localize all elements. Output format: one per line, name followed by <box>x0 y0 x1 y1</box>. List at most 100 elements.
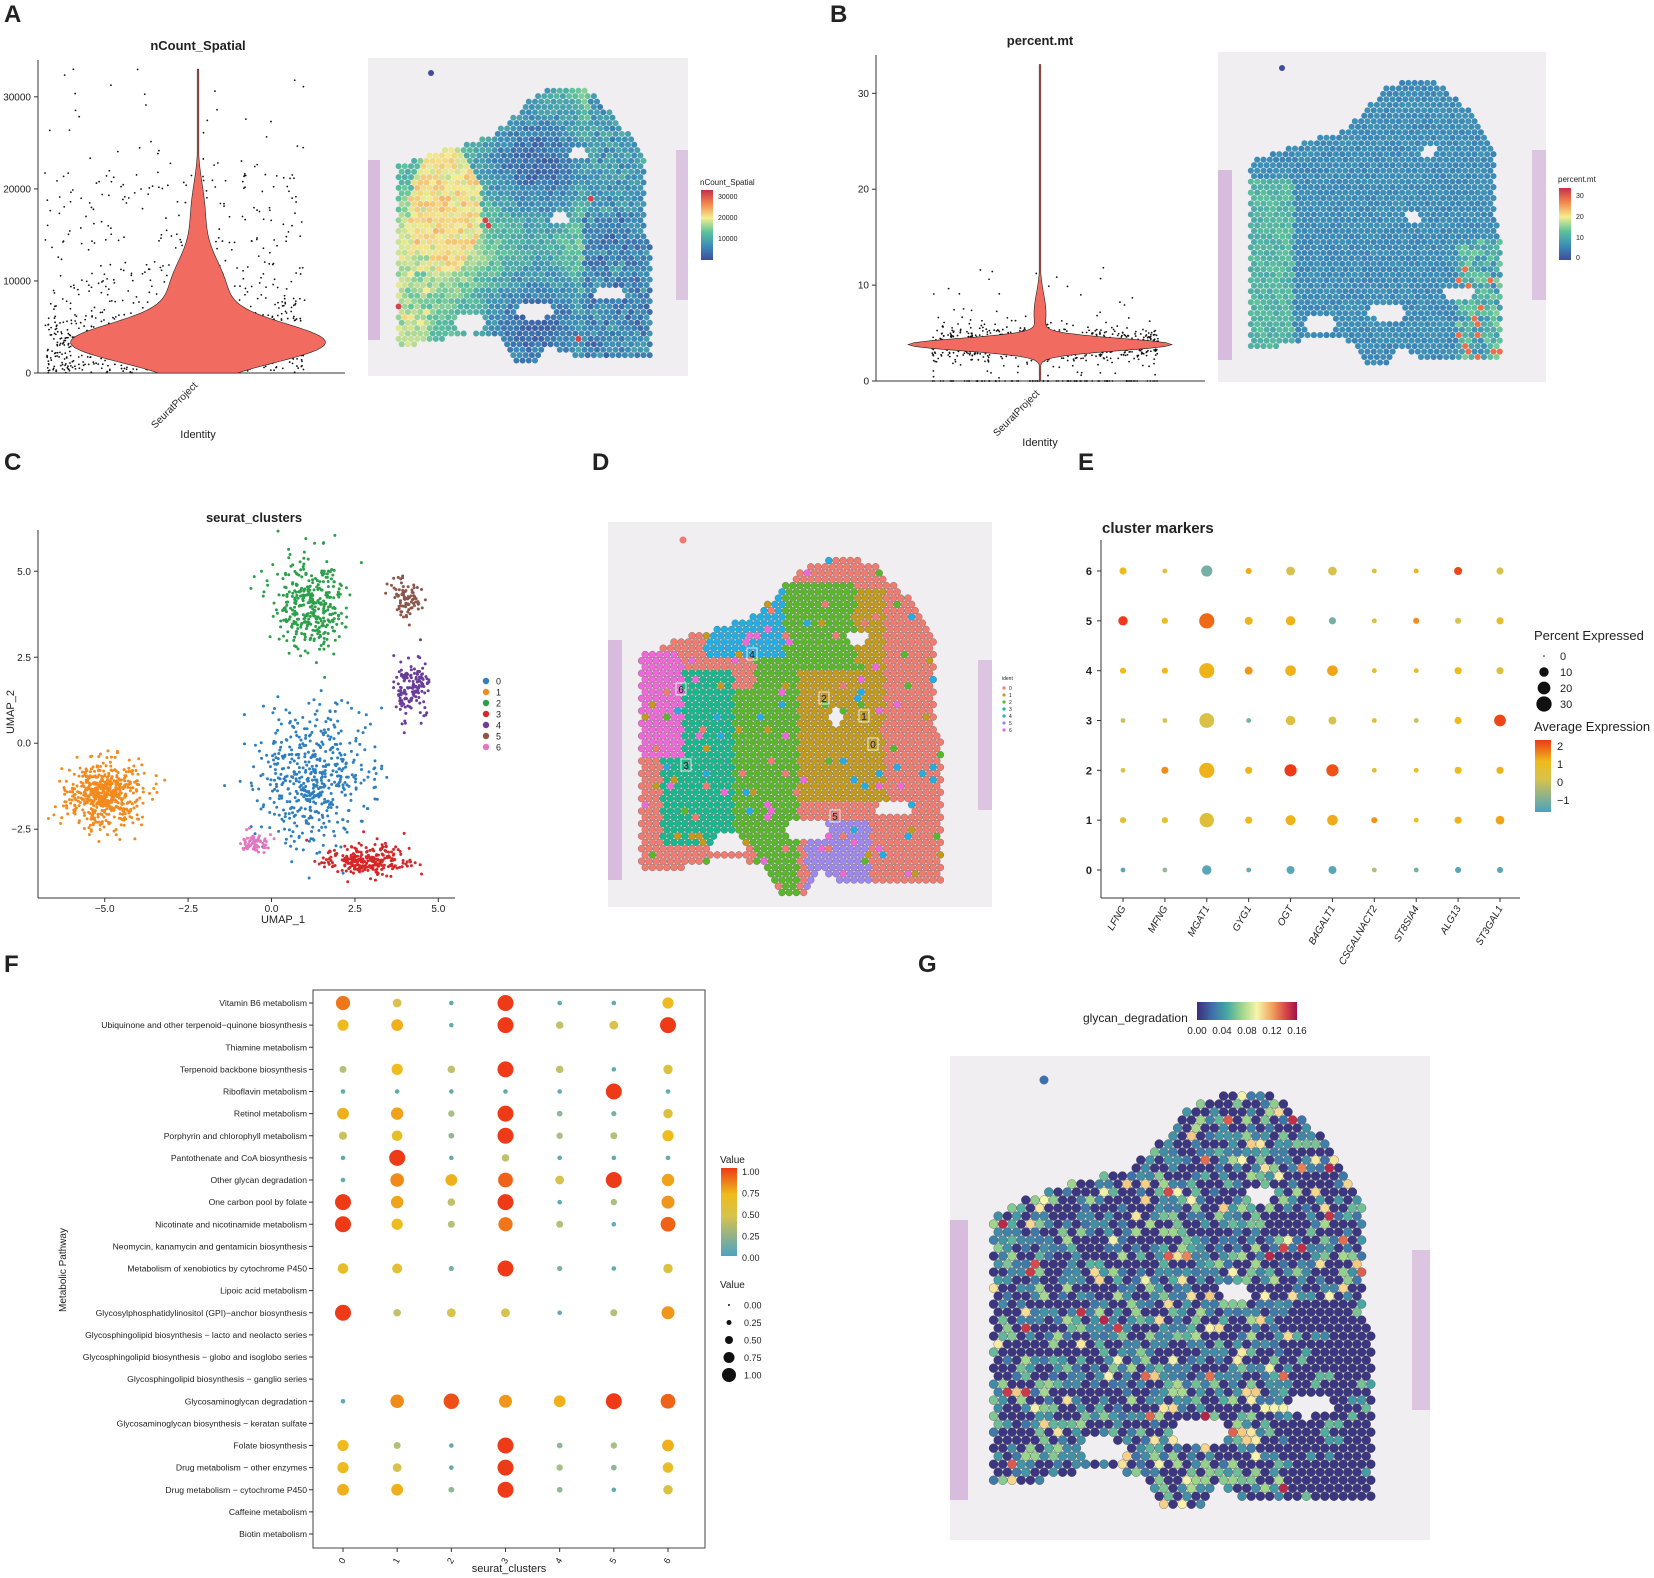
spot-a <box>513 152 520 159</box>
spot-a <box>470 206 476 213</box>
violin-a-point <box>264 365 267 368</box>
violin-a-point <box>63 344 66 346</box>
spot-b <box>1329 255 1336 262</box>
spot-b <box>1443 178 1450 185</box>
spot-b <box>1455 178 1462 185</box>
spot-a <box>544 206 551 213</box>
spot-a <box>631 346 638 353</box>
spot-a <box>439 238 445 245</box>
spot-b <box>1377 140 1384 147</box>
spot-a <box>609 255 616 262</box>
spot-a <box>634 179 641 186</box>
violin-b-point <box>1046 360 1049 363</box>
spot-a <box>479 265 486 272</box>
spot-b <box>1462 189 1469 196</box>
spot-a <box>404 341 411 348</box>
spot-a <box>600 163 607 170</box>
spot-b <box>1392 112 1399 119</box>
spot-a <box>572 168 579 175</box>
spot-b <box>1468 156 1475 163</box>
spot-a <box>420 238 427 245</box>
spot-a <box>497 298 504 305</box>
spot-a <box>566 103 573 110</box>
spot-a <box>550 174 557 181</box>
spot-a <box>513 141 520 148</box>
violin-b-point <box>1046 323 1048 326</box>
spot-b <box>1373 233 1380 240</box>
spot-a <box>516 179 523 186</box>
violin-a-point <box>92 361 95 364</box>
spot-b <box>1474 255 1481 262</box>
spot-a <box>615 298 622 305</box>
spot-a <box>528 157 535 164</box>
spot-b <box>1389 260 1396 267</box>
spot-b <box>1342 255 1349 262</box>
violin-a-point <box>290 306 293 309</box>
spot-a <box>451 281 458 288</box>
spot-b <box>1254 156 1261 163</box>
spot-b <box>1465 260 1472 267</box>
spot-a <box>482 228 489 235</box>
spot-b <box>1370 205 1377 213</box>
spot-b <box>1269 238 1276 245</box>
violin-a-point <box>123 367 126 370</box>
violin-b-point <box>1134 330 1137 333</box>
violin-b-point <box>967 335 970 338</box>
spot-b <box>1395 173 1402 180</box>
spot-b <box>1295 173 1302 180</box>
violin-a-point <box>129 371 132 373</box>
violin-a-point <box>44 239 47 241</box>
spot-a <box>575 184 582 191</box>
spot-b <box>1386 211 1393 218</box>
spot-a <box>538 184 545 191</box>
spot-a <box>411 211 418 218</box>
spot-b <box>1351 282 1358 289</box>
spot-a <box>587 346 594 353</box>
violin-a-point <box>148 291 151 294</box>
violin-a-point <box>112 278 115 281</box>
spot-b <box>1336 134 1343 141</box>
spot-a <box>494 314 501 321</box>
spot-b <box>1273 222 1280 229</box>
spot-b <box>1424 222 1431 229</box>
spot-a <box>603 308 610 315</box>
violin-b-point <box>1110 326 1113 329</box>
spot-a <box>423 201 430 208</box>
violin-a-point <box>56 351 59 354</box>
violin-a-point <box>86 356 89 358</box>
spot-a <box>553 147 560 154</box>
spot-b <box>1288 205 1295 213</box>
spot-a <box>625 163 631 170</box>
spot-a <box>519 120 526 127</box>
spot-a <box>445 163 452 170</box>
spot-b <box>1462 244 1469 251</box>
spot-b <box>1389 227 1396 234</box>
spot-a <box>578 201 585 208</box>
spot-a <box>460 276 467 283</box>
spot-b <box>1288 282 1295 289</box>
spot-a <box>435 319 442 326</box>
spot-b <box>1263 205 1270 213</box>
spot-a <box>615 168 622 175</box>
spot-b <box>1273 167 1280 174</box>
spot-b <box>1480 266 1488 273</box>
spot-b <box>1446 227 1453 234</box>
violin-a-point <box>185 184 188 187</box>
spot-a <box>575 281 582 288</box>
violin-a-point <box>281 300 284 303</box>
spot-a <box>628 233 635 240</box>
violin-a-point <box>90 286 93 289</box>
spot-a <box>448 330 455 337</box>
spot-a <box>625 174 631 181</box>
spot-b <box>1430 266 1437 273</box>
spot-b <box>1370 271 1377 278</box>
violin-a-point <box>242 269 245 272</box>
spot-a <box>578 136 585 143</box>
spot-a <box>612 206 619 213</box>
violin-b-point <box>1146 380 1149 382</box>
spot-a <box>569 109 576 116</box>
spot-a <box>411 265 418 272</box>
spot-a <box>414 292 421 299</box>
spot-b <box>1427 260 1434 267</box>
violin-a-point <box>127 197 130 199</box>
